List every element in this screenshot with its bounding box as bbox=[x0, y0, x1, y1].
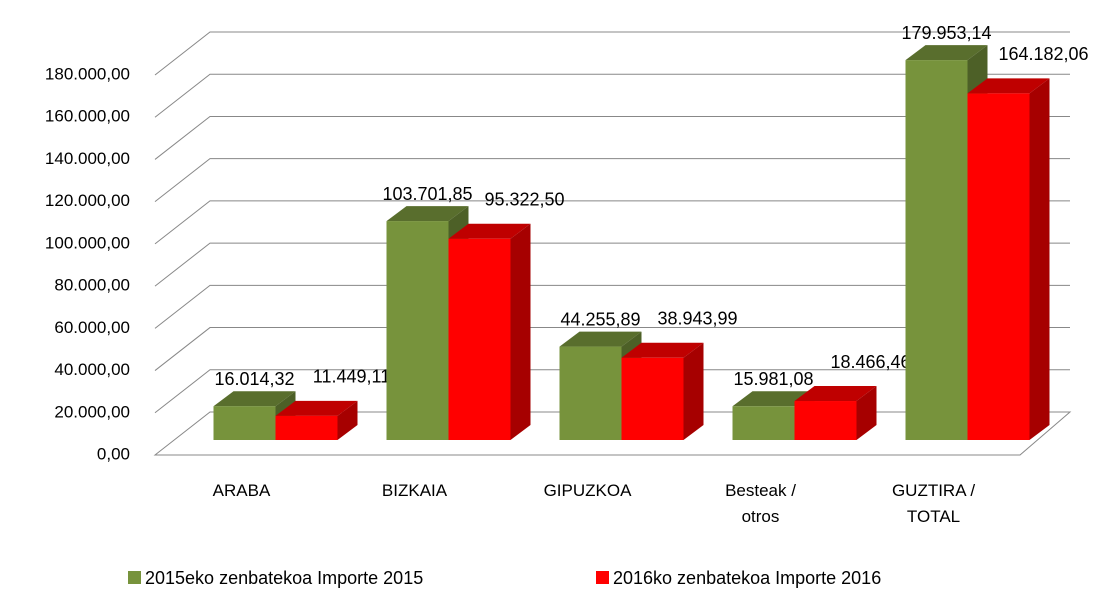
x-tick-label: ARABA bbox=[212, 481, 271, 500]
grid-line bbox=[154, 200, 1070, 245]
bar-side bbox=[683, 342, 704, 440]
bar bbox=[794, 401, 857, 440]
data-label: 18.466,46 bbox=[830, 352, 910, 372]
y-tick-label: 20.000,00 bbox=[54, 402, 130, 421]
grid-line bbox=[154, 327, 1070, 371]
grid-line bbox=[154, 242, 1070, 287]
bar bbox=[448, 238, 511, 440]
data-label: 164.182,06 bbox=[998, 44, 1088, 64]
y-tick-label: 100.000,00 bbox=[45, 233, 130, 252]
bar bbox=[386, 221, 449, 440]
bar-top bbox=[967, 78, 1050, 94]
y-tick-label: 160.000,00 bbox=[45, 107, 130, 126]
bar-side bbox=[856, 386, 877, 440]
y-tick-label: 120.000,00 bbox=[45, 191, 130, 210]
data-label: 16.014,32 bbox=[214, 369, 294, 389]
y-tick-label: 40.000,00 bbox=[54, 360, 130, 379]
bar-top bbox=[275, 400, 358, 416]
x-tick-label: BIZKAIA bbox=[381, 481, 448, 500]
grid-line bbox=[154, 158, 1070, 203]
grid-line bbox=[154, 115, 1070, 160]
y-tick-label: 140.000,00 bbox=[45, 149, 130, 168]
bar bbox=[275, 415, 338, 440]
bar bbox=[967, 93, 1030, 440]
y-tick-label: 0,00 bbox=[97, 444, 130, 463]
legend-label: 2016ko zenbatekoa Importe 2016 bbox=[613, 568, 881, 588]
bar bbox=[732, 406, 795, 440]
bar bbox=[905, 60, 968, 440]
y-tick-label: 80.000,00 bbox=[54, 276, 130, 295]
grid-line bbox=[154, 31, 1070, 76]
data-label: 44.255,89 bbox=[560, 309, 640, 329]
legend-swatch bbox=[596, 571, 609, 584]
grid-line bbox=[154, 73, 1070, 118]
legend-swatch bbox=[128, 571, 141, 584]
bar bbox=[559, 346, 622, 440]
data-label: 179.953,14 bbox=[901, 23, 991, 43]
bar-top bbox=[386, 206, 469, 222]
y-tick-label: 60.000,00 bbox=[54, 318, 130, 337]
bar-top bbox=[794, 386, 877, 402]
data-label: 38.943,99 bbox=[657, 309, 737, 329]
bar-side bbox=[510, 223, 531, 440]
bar-top bbox=[905, 45, 988, 61]
data-label: 103.701,85 bbox=[382, 184, 472, 204]
bar-top bbox=[448, 223, 531, 239]
bar-top bbox=[732, 391, 815, 407]
bar bbox=[621, 357, 684, 440]
x-tick-label: Besteak / otros bbox=[725, 481, 796, 526]
bar-top bbox=[559, 331, 642, 347]
x-tick-label: GIPUZKOA bbox=[543, 481, 632, 500]
bar-side bbox=[1029, 78, 1050, 440]
data-label: 15.981,08 bbox=[733, 369, 813, 389]
bar-side bbox=[337, 400, 358, 440]
x-tick-label: GUZTIRA / TOTAL bbox=[891, 481, 976, 526]
data-label: 95.322,50 bbox=[484, 190, 564, 210]
y-tick-label: 180.000,00 bbox=[45, 64, 130, 83]
data-label: 11.449,11 bbox=[313, 367, 390, 387]
bar bbox=[213, 406, 276, 440]
grid-line bbox=[154, 284, 1070, 329]
bar-top bbox=[213, 391, 296, 407]
grid-line bbox=[154, 369, 1070, 414]
bar-top bbox=[621, 342, 704, 358]
legend-label: 2015eko zenbatekoa Importe 2015 bbox=[145, 568, 423, 588]
floor bbox=[153, 411, 1072, 456]
